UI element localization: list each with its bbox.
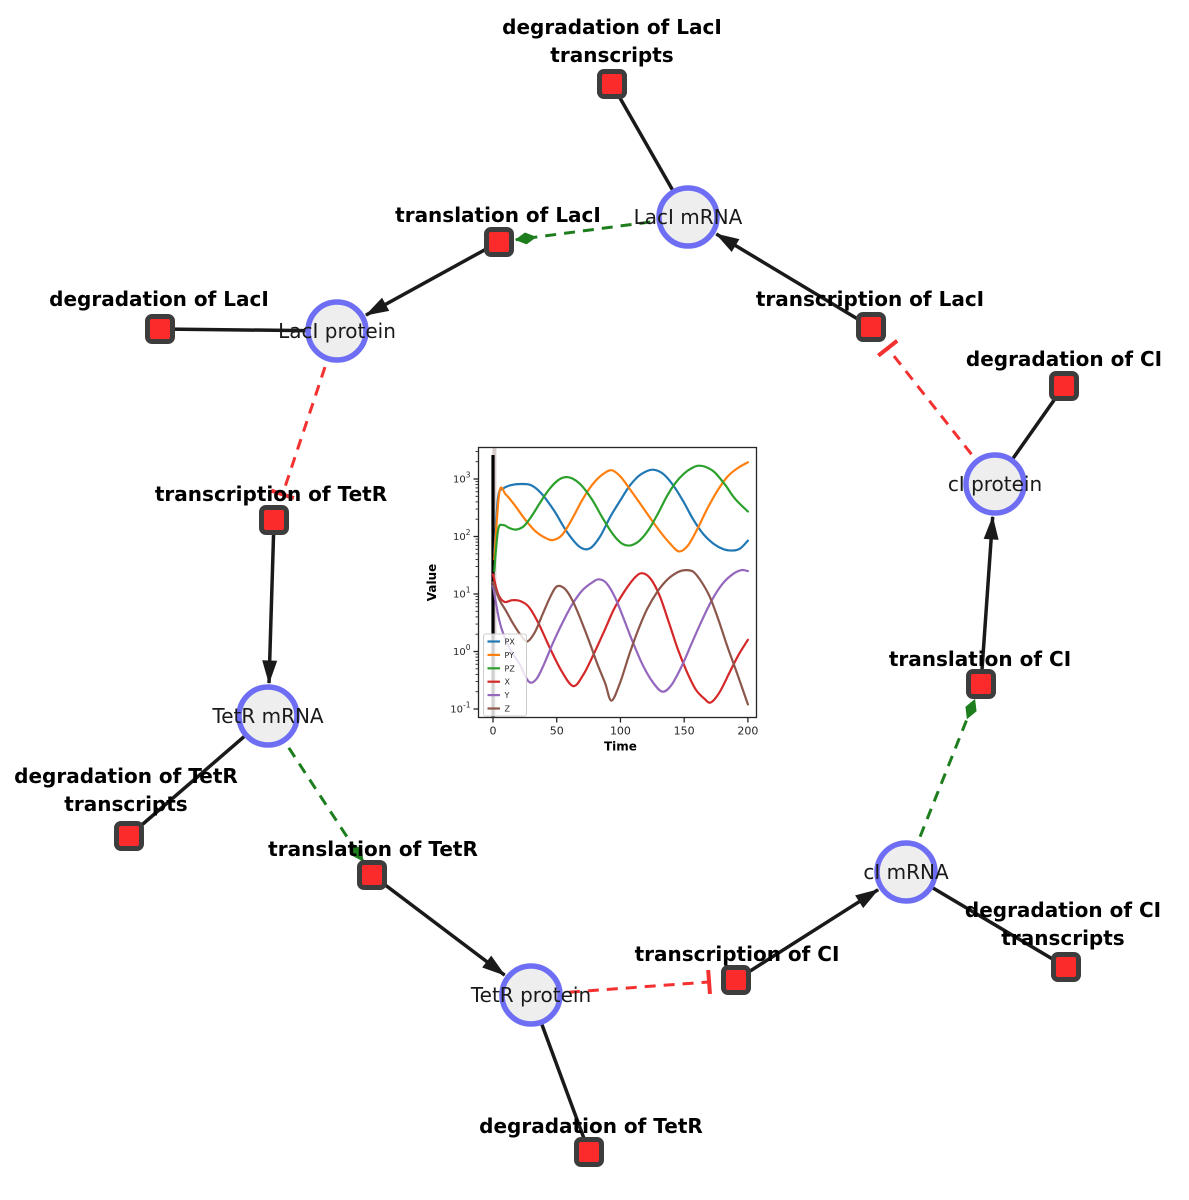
reaction-node-deg_laci_tx[interactable] [597, 69, 627, 99]
reaction-label-transl_tetr: translation of TetR [268, 837, 478, 861]
reaction-label-transl_ci: translation of CI [889, 647, 1071, 671]
species-node-laci_mrna[interactable] [656, 185, 720, 249]
species-node-laci_protein[interactable] [305, 299, 369, 363]
y-tick-exponent: -1 [463, 701, 471, 710]
species-label-ci_protein: cI protein [948, 472, 1042, 496]
y-tick-exponent: 0 [466, 643, 471, 652]
reaction-label-deg_tetr_tx: degradation of TetR [14, 764, 238, 788]
species-label-laci_mrna: LacI mRNA [634, 205, 743, 229]
y-tick-exponent: 1 [466, 586, 471, 595]
reaction-label-deg_laci: degradation of LacI [49, 287, 269, 311]
legend-entry-Y: Y [504, 691, 510, 700]
species-label-tetr_mrna: TetR mRNA [211, 704, 324, 728]
reaction-label-txn_laci: transcription of LacI [756, 287, 984, 311]
reaction-node-transl_laci[interactable] [484, 227, 514, 257]
nodes-layer [114, 69, 1081, 1167]
series-line-X [491, 572, 749, 704]
x-tick-label-50: 50 [550, 725, 564, 738]
edge-arrow-transl_ci-to-ci_protein [979, 515, 999, 685]
y-tick-label-1e3: 103 [453, 471, 471, 486]
series-line-Z [491, 568, 749, 706]
reaction-node-transl_tetr[interactable] [357, 860, 387, 890]
edge-arrow-txn_laci-to-laci_mrna [715, 232, 872, 329]
species-node-ci_protein[interactable] [963, 452, 1027, 516]
reaction-node-txn_laci[interactable] [856, 312, 886, 342]
chart-legend: PX PY PZ XYZ [483, 633, 527, 717]
reaction-node-deg_tetr_tx[interactable] [114, 821, 144, 851]
species-node-tetr_mrna[interactable] [236, 684, 300, 748]
legend-entry-PZ: PZ [505, 664, 516, 673]
species-node-ci_mrna[interactable] [874, 840, 938, 904]
reaction-label-deg_ci_tx-line2: transcripts [1001, 926, 1124, 950]
inset-chart: 0 50 100 150 20010-1100101102103TimeValuePXP… [425, 446, 758, 754]
legend-entry-PY: PY [505, 651, 515, 660]
reaction-label-txn_ci: transcription of CI [635, 942, 840, 966]
y-tick-label-1e1: 101 [453, 586, 471, 601]
species-label-tetr_protein: TetR protein [470, 983, 591, 1007]
reaction-label-transl_laci: translation of LacI [395, 203, 601, 227]
reaction-label-deg_tetr_tx-line2: transcripts [64, 792, 187, 816]
edge-arrow-transl_tetr-to-tetr_protein [370, 873, 506, 977]
reaction-node-deg_tetr[interactable] [574, 1137, 604, 1167]
series-line-PX [493, 468, 749, 555]
reaction-label-deg_laci_tx: degradation of LacI [502, 15, 722, 39]
reaction-label-deg_ci: degradation of CI [966, 347, 1162, 371]
reaction-node-transl_ci[interactable] [966, 669, 996, 699]
reaction-label-deg_laci_tx-line2: transcripts [550, 43, 673, 67]
species-label-laci_protein: LacI protein [278, 319, 396, 343]
x-tick-label-150: 150 [674, 725, 695, 738]
y-tick-label-1e-1: 10-1 [450, 701, 470, 716]
reaction-node-deg_laci[interactable] [145, 314, 175, 344]
species-label-ci_mrna: cI mRNA [863, 860, 949, 884]
edge-arrow-transl_laci-to-laci_protein [365, 240, 500, 317]
reaction-node-txn_tetr[interactable] [259, 505, 289, 535]
y-tick-label-1e2: 102 [453, 528, 471, 543]
reaction-label-txn_tetr: transcription of TetR [155, 482, 387, 506]
reaction-label-deg_tetr: degradation of TetR [479, 1114, 703, 1138]
y-tick-exponent: 3 [466, 471, 471, 480]
x-tick-label-0: 0 [490, 725, 497, 738]
legend-entry-X: X [505, 678, 511, 687]
legend-entry-Z: Z [505, 705, 511, 714]
reaction-node-deg_ci_tx[interactable] [1051, 952, 1081, 982]
chart-x-axis-label: Time [604, 740, 637, 754]
reaction-node-deg_ci[interactable] [1049, 371, 1079, 401]
chart-series-layer [491, 461, 749, 706]
chart-y-axis-label: Value [425, 564, 439, 602]
labels-layer: LacI mRNA LacI protein cI protein TetR mRNA… [14, 15, 1162, 1138]
x-tick-label-200: 200 [737, 725, 758, 738]
legend-entry-PX: PX [505, 638, 516, 647]
series-line-PZ [493, 464, 749, 573]
y-tick-label-1e0: 100 [453, 643, 471, 658]
edge-arrow-txn_tetr-to-tetr_mrna [262, 519, 278, 685]
x-tick-label-100: 100 [610, 725, 631, 738]
reaction-node-txn_ci[interactable] [721, 965, 751, 995]
series-line-PY [493, 461, 749, 561]
chart-axes-frame [477, 446, 758, 719]
species-node-tetr_protein[interactable] [499, 963, 563, 1027]
edge-arrow-txn_ci-to-ci_mrna [735, 888, 880, 982]
series-line-Y [491, 568, 749, 693]
reaction-label-deg_ci_tx: degradation of CI [965, 898, 1161, 922]
edge-modifier-ci_mrna-to-transl_ci [904, 698, 977, 873]
y-tick-exponent: 2 [466, 528, 471, 537]
